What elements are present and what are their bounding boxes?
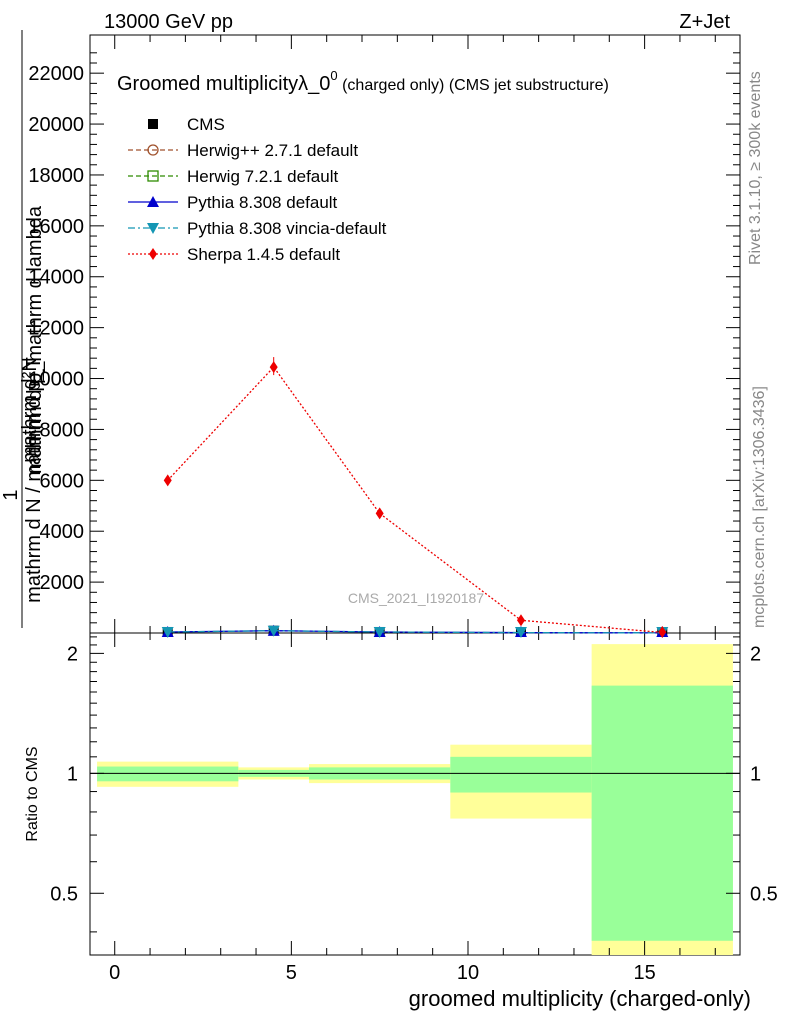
data-point-pythia-8-308-vincia-default	[267, 625, 280, 637]
side-note-rivet: Rivet 3.1.10, ≥ 300k events	[747, 71, 764, 265]
legend-label: Pythia 8.308 vincia-default	[187, 219, 387, 238]
main-y-tick-label: 18000	[28, 165, 84, 187]
legend-marker	[148, 119, 158, 129]
legend: CMS Herwig++ 2.7.1 default Herwig 7.2.1 de…	[128, 115, 387, 264]
main-y-tick-label: 14000	[28, 267, 84, 289]
data-point-pythia-8-308-vincia-default	[514, 627, 527, 638]
legend-label: Herwig 7.2.1 default	[187, 167, 338, 186]
ratio-bands	[90, 644, 740, 955]
main-y-tick-label: 16000	[28, 216, 84, 238]
main-y-tick-label: 12000	[28, 318, 84, 340]
main-y-tick-label: 10000	[28, 369, 84, 391]
data-point-pythia-8-308-vincia-default	[373, 626, 386, 638]
plot-title-suffix: (charged only) (CMS jet substructure)	[338, 77, 609, 94]
y-label-one: 1	[0, 489, 22, 500]
y-label-numerator-bottom: mathrm d p_mathrm d lambda	[24, 205, 46, 474]
x-axis-label: groomed multiplicity (charged-only)	[409, 986, 751, 1011]
ratio-plot-frame	[89, 632, 741, 956]
y-label-numerator-top: mathrm d²N	[19, 357, 41, 463]
legend-item-sherpa-1-4-5-default: Sherpa 1.4.5 default	[128, 245, 340, 264]
header-right: Z+Jet	[679, 11, 730, 33]
legend-label: Sherpa 1.4.5 default	[187, 245, 340, 264]
plot-title: Groomed multiplicityλ_00 (charged only) …	[117, 68, 609, 95]
legend-item-pythia-8-308-vincia-default: Pythia 8.308 vincia-default	[128, 219, 387, 238]
main-y-tick-label: 4000	[40, 521, 85, 543]
x-tick-label: 5	[286, 962, 297, 984]
ratio-y-tick-label-right: 0.5	[750, 883, 778, 905]
ratio-y-tick-label-right: 2	[750, 643, 761, 665]
main-y-tick-label: 2000	[40, 572, 85, 594]
legend-item-herwig-2-7-1-default: Herwig++ 2.7.1 default	[128, 141, 358, 160]
series-line-sherpa-1-4-5-default	[167, 366, 663, 634]
legend-marker	[147, 144, 159, 156]
x-tick-label: 10	[457, 962, 479, 984]
legend-item-pythia-8-308-default: Pythia 8.308 default	[128, 193, 338, 212]
series-layer	[161, 357, 669, 638]
legend-marker	[149, 248, 157, 260]
ratio-axis-ticks: 0.5 0.5 1 1 2 2 0 5 10 15	[50, 633, 778, 984]
header-left: 13000 GeV pp	[104, 11, 233, 33]
ratio-y-tick-label-left: 2	[67, 643, 78, 665]
main-y-tick-label: 6000	[40, 470, 85, 492]
ratio-y-tick-label-left: 0.5	[50, 883, 78, 905]
data-point-sherpa-1-4-5-default	[375, 507, 384, 520]
legend-marker	[147, 196, 159, 207]
ratio-y-tick-label-left: 1	[67, 763, 78, 785]
ratio-band-green-3	[450, 756, 592, 793]
legend-item-cms: CMS	[148, 115, 225, 134]
data-point-sherpa-1-4-5-default	[269, 361, 278, 374]
ratio-band-green-4	[591, 685, 733, 941]
x-tick-label: 0	[109, 962, 120, 984]
x-tick-label: 15	[633, 962, 655, 984]
legend-label: Pythia 8.308 default	[187, 193, 338, 212]
legend-label: Herwig++ 2.7.1 default	[187, 141, 358, 160]
main-y-tick-label: 22000	[28, 63, 84, 85]
side-note-mcplots: mcplots.cern.ch [arXiv:1306.3436]	[751, 386, 768, 628]
data-point-sherpa-1-4-5-default	[658, 626, 667, 638]
ratio-y-tick-label-right: 1	[750, 763, 761, 785]
main-y-tick-label: 20000	[28, 114, 84, 136]
plot-title-main: Groomed multiplicityλ_0	[117, 73, 330, 95]
data-point-sherpa-1-4-5-default	[516, 614, 525, 627]
ratio-band-green-0	[97, 766, 239, 782]
y-label-denominator: mathrm d N / mathrm d p_T	[23, 357, 45, 603]
analysis-watermark: CMS_2021_I1920187	[348, 590, 484, 606]
main-axis-ticks: 2000 4000 6000 8000 10000 12000 14000 16000 1800…	[28, 35, 740, 633]
plot-title-superscript: 0	[330, 68, 337, 83]
main-y-tick-label: 8000	[40, 419, 85, 441]
data-point-sherpa-1-4-5-default	[163, 474, 172, 487]
legend-marker	[147, 170, 159, 182]
data-point-pythia-8-308-vincia-default	[161, 626, 174, 638]
ratio-y-label: Ratio to CMS	[24, 746, 41, 841]
legend-label: CMS	[187, 115, 225, 134]
legend-item-herwig-7-2-1-default: Herwig 7.2.1 default	[128, 167, 338, 186]
legend-marker	[147, 223, 159, 234]
